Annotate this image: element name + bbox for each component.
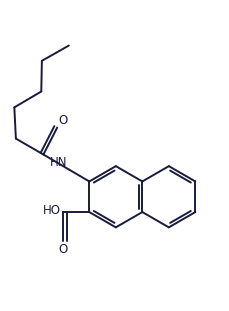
Text: HN: HN	[50, 156, 68, 169]
Text: O: O	[59, 243, 68, 256]
Text: HO: HO	[43, 204, 61, 217]
Text: O: O	[59, 114, 68, 127]
